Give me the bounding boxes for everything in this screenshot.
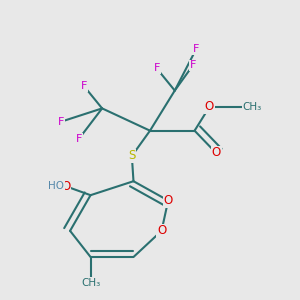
Text: F: F [76,134,82,144]
Text: O: O [61,180,70,193]
Text: CH₃: CH₃ [242,102,262,112]
Text: F: F [58,117,64,127]
Text: CH₃: CH₃ [81,278,100,288]
Text: HO: HO [48,181,64,191]
Text: O: O [157,224,166,237]
Text: O: O [205,100,214,113]
Text: O: O [212,146,221,160]
Text: F: F [153,63,160,73]
Text: O: O [164,194,173,207]
Text: S: S [128,149,136,162]
Text: F: F [81,81,87,91]
Text: F: F [190,60,196,70]
Text: F: F [193,44,200,54]
